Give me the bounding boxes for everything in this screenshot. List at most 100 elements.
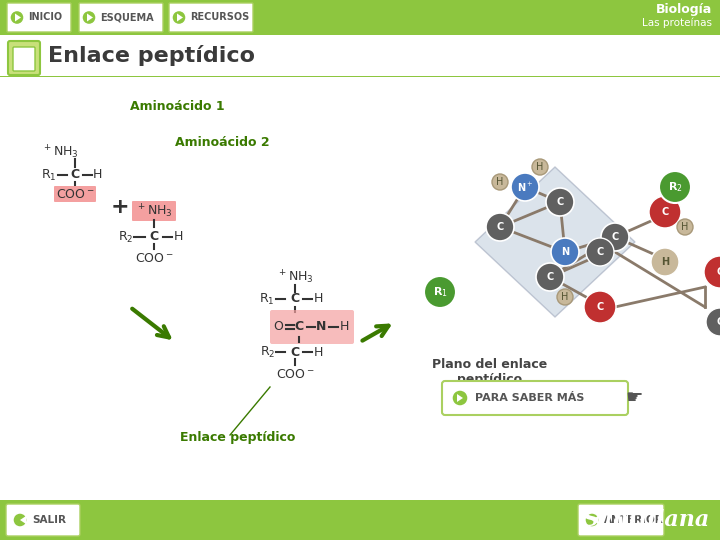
Text: R$_1$: R$_1$: [42, 167, 57, 183]
FancyArrowPatch shape: [362, 326, 389, 341]
FancyArrowPatch shape: [132, 309, 169, 338]
Circle shape: [536, 263, 564, 291]
Text: COO$^-$: COO$^-$: [276, 368, 315, 381]
Text: PARA SABER MÁS: PARA SABER MÁS: [475, 393, 585, 403]
Circle shape: [585, 513, 599, 527]
Bar: [0, 35, 720, 77]
Text: C: C: [716, 317, 720, 327]
Circle shape: [532, 159, 548, 175]
Text: R$_2$: R$_2$: [260, 345, 275, 360]
Circle shape: [586, 238, 614, 266]
Text: C: C: [596, 302, 603, 312]
Text: N$^+$: N$^+$: [517, 180, 534, 193]
Text: C: C: [290, 293, 300, 306]
FancyBboxPatch shape: [6, 504, 80, 536]
Text: H: H: [496, 177, 504, 187]
Text: COO$^-$: COO$^-$: [135, 253, 174, 266]
Text: C: C: [611, 232, 618, 242]
Text: SALIR: SALIR: [32, 515, 66, 525]
Bar: [0, 500, 720, 540]
Text: Enlace peptídico: Enlace peptídico: [180, 430, 295, 443]
Text: Las proteínas: Las proteínas: [642, 18, 712, 28]
FancyBboxPatch shape: [132, 201, 176, 221]
FancyBboxPatch shape: [169, 3, 253, 32]
Text: C: C: [71, 168, 80, 181]
Text: H: H: [562, 292, 569, 302]
Polygon shape: [457, 394, 463, 402]
Polygon shape: [475, 167, 635, 317]
Bar: [0, 76, 720, 77]
Text: INICIO: INICIO: [28, 12, 62, 23]
FancyBboxPatch shape: [8, 41, 40, 75]
Text: ANTERIOR: ANTERIOR: [604, 515, 664, 525]
Text: H: H: [313, 293, 323, 306]
FancyBboxPatch shape: [7, 3, 71, 32]
Text: C: C: [294, 321, 304, 334]
Circle shape: [511, 173, 539, 201]
Text: C: C: [150, 231, 158, 244]
Circle shape: [584, 291, 616, 323]
Text: Santillana: Santillana: [582, 509, 710, 531]
Circle shape: [82, 10, 96, 24]
Text: H: H: [661, 257, 669, 267]
Text: RECURSOS: RECURSOS: [190, 12, 249, 23]
Text: Plano del enlace
peptídico: Plano del enlace peptídico: [433, 358, 548, 386]
FancyBboxPatch shape: [442, 381, 628, 415]
Text: C: C: [596, 247, 603, 257]
Text: H: H: [681, 222, 689, 232]
Text: H: H: [174, 231, 183, 244]
Circle shape: [601, 223, 629, 251]
Circle shape: [546, 188, 574, 216]
Circle shape: [659, 171, 691, 203]
Text: C: C: [496, 222, 503, 232]
Circle shape: [13, 513, 27, 527]
Text: R$_2$: R$_2$: [117, 230, 133, 245]
Text: +: +: [111, 197, 130, 217]
FancyBboxPatch shape: [270, 310, 354, 344]
Text: H: H: [92, 168, 102, 181]
Circle shape: [551, 238, 579, 266]
Text: COO$^-$: COO$^-$: [55, 187, 94, 200]
Text: ESQUEMA: ESQUEMA: [100, 12, 153, 23]
Text: C: C: [290, 346, 300, 359]
Text: C: C: [662, 207, 669, 217]
Text: ☛: ☛: [625, 388, 643, 407]
Text: C: C: [716, 267, 720, 277]
Circle shape: [492, 174, 508, 190]
Polygon shape: [20, 516, 26, 524]
Text: Aminoácido 1: Aminoácido 1: [130, 100, 225, 113]
Circle shape: [704, 256, 720, 288]
Text: N: N: [561, 247, 569, 257]
Text: C: C: [557, 197, 564, 207]
Circle shape: [651, 248, 679, 276]
Circle shape: [172, 10, 186, 24]
Circle shape: [706, 308, 720, 336]
Text: N: N: [316, 321, 326, 334]
Circle shape: [452, 390, 468, 406]
FancyBboxPatch shape: [578, 504, 664, 536]
Polygon shape: [87, 14, 93, 22]
FancyBboxPatch shape: [54, 186, 96, 202]
Circle shape: [649, 196, 681, 228]
Text: Enlace peptídico: Enlace peptídico: [48, 44, 255, 65]
Text: $^+$NH$_3$: $^+$NH$_3$: [42, 143, 78, 161]
Text: R$_2$: R$_2$: [667, 180, 683, 194]
Text: Biología: Biología: [656, 3, 712, 17]
Circle shape: [424, 276, 456, 308]
Text: $^+$NH$_3$: $^+$NH$_3$: [276, 268, 313, 286]
Polygon shape: [15, 14, 21, 22]
Text: Aminoácido 2: Aminoácido 2: [175, 136, 269, 148]
Text: H: H: [313, 346, 323, 359]
Circle shape: [677, 219, 693, 235]
Circle shape: [486, 213, 514, 241]
Polygon shape: [177, 14, 183, 22]
Bar: [0, 0, 720, 35]
Text: O: O: [273, 321, 283, 334]
Text: H: H: [339, 321, 348, 334]
FancyBboxPatch shape: [79, 3, 163, 32]
Circle shape: [557, 289, 573, 305]
Text: H: H: [536, 162, 544, 172]
FancyBboxPatch shape: [13, 47, 35, 71]
Bar: [0, 77, 720, 500]
Text: R$_1$: R$_1$: [259, 292, 275, 307]
